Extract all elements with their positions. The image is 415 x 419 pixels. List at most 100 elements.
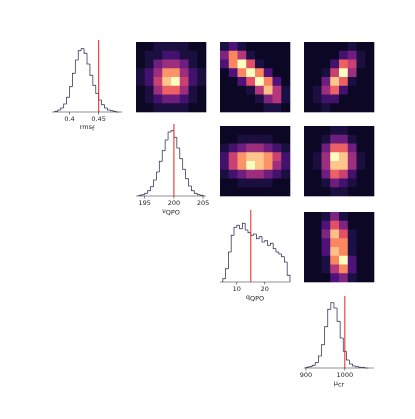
histogram-step xyxy=(144,192,148,195)
heatmap-cell xyxy=(197,50,207,60)
histogram-step xyxy=(311,364,316,367)
heatmap-cell xyxy=(347,178,357,188)
heatmap-cell xyxy=(197,94,207,104)
heatmap-cell xyxy=(330,178,340,188)
heatmap-cell xyxy=(228,77,238,87)
heatmap-cell xyxy=(255,143,265,153)
heatmap-cell xyxy=(330,220,340,230)
heatmap-cell xyxy=(339,169,349,179)
heatmap-cell xyxy=(312,152,322,162)
heatmap-cell xyxy=(312,103,322,113)
heatmap-cell xyxy=(347,42,357,52)
heatmap-cell xyxy=(356,85,366,95)
heatmap-panel xyxy=(304,212,375,283)
histogram-step xyxy=(179,148,183,160)
histogram-step xyxy=(222,278,226,282)
heatmap-cell xyxy=(246,169,256,179)
heatmap-cell xyxy=(197,42,207,52)
heatmap-cell xyxy=(220,161,230,171)
heatmap-cell xyxy=(304,103,314,113)
heatmap-cell xyxy=(321,94,331,104)
heatmap-cell xyxy=(365,42,375,52)
heatmap-cell xyxy=(356,42,366,52)
heatmap-cell xyxy=(246,187,256,197)
heatmap-cell xyxy=(304,68,314,78)
x-tick-label: 205 xyxy=(197,199,209,207)
heatmap-cell xyxy=(312,220,322,230)
heatmap-cell xyxy=(365,187,375,197)
heatmap-cell xyxy=(179,68,189,78)
heatmap-cell xyxy=(365,85,375,95)
heatmap-cell xyxy=(321,273,331,283)
heatmap-cell xyxy=(228,59,238,69)
heatmap-cell xyxy=(356,178,366,188)
heatmap-cell xyxy=(228,42,238,52)
histogram-step xyxy=(86,53,90,65)
heatmap-cell xyxy=(188,94,198,104)
heatmap-cell xyxy=(237,126,247,136)
heatmap-cell xyxy=(162,103,172,113)
x-axis-label-sub: QPO xyxy=(166,209,180,217)
heatmap-cell xyxy=(330,238,340,248)
heatmap-cell xyxy=(339,178,349,188)
heatmap-cell xyxy=(347,264,357,274)
heatmap-cell xyxy=(312,94,322,104)
heatmap-cell xyxy=(179,50,189,60)
heatmap-cell xyxy=(281,68,291,78)
histogram-step xyxy=(107,108,111,111)
heatmap-cell xyxy=(136,68,146,78)
heatmap-cell xyxy=(220,50,230,60)
heatmap-cell xyxy=(330,94,340,104)
heatmap-cell xyxy=(321,229,331,239)
heatmap-cell xyxy=(312,59,322,69)
heatmap-cell xyxy=(220,152,230,162)
heatmap-cell xyxy=(312,178,322,188)
heatmap-cell xyxy=(136,42,146,52)
histogram-step xyxy=(92,75,96,86)
heatmap-cell xyxy=(312,42,322,52)
heatmap-cell xyxy=(304,178,314,188)
heatmap-cell xyxy=(339,264,349,274)
heatmap-cell xyxy=(272,161,282,171)
heatmap-cell xyxy=(144,77,154,87)
heatmap-cell xyxy=(153,42,163,52)
heatmap-cell xyxy=(272,152,282,162)
x-axis-label-text: μ xyxy=(334,379,338,387)
heatmap-cell xyxy=(365,161,375,171)
heatmap-cell xyxy=(321,143,331,153)
heatmap-cell xyxy=(246,50,256,60)
heatmap-cell xyxy=(347,126,357,136)
heatmap-cell xyxy=(255,169,265,179)
heatmap-cell xyxy=(237,94,247,104)
heatmap-cell xyxy=(179,77,189,87)
x-tick-label: 10 xyxy=(233,285,241,293)
heatmap-cell xyxy=(356,169,366,179)
heatmap-cell xyxy=(330,85,340,95)
heatmap-cell xyxy=(263,169,273,179)
heatmap-cell xyxy=(347,187,357,197)
heatmap-cell xyxy=(339,143,349,153)
heatmap-cell xyxy=(304,229,314,239)
heatmap-cell xyxy=(237,187,247,197)
heatmap-cell xyxy=(365,220,375,230)
heatmap-cell xyxy=(281,59,291,69)
histogram-step xyxy=(170,130,174,132)
heatmap-cell xyxy=(255,161,265,171)
histogram-step xyxy=(63,103,67,108)
heatmap-cell xyxy=(312,134,322,144)
heatmap-cell xyxy=(272,42,282,52)
heatmap-cell xyxy=(220,143,230,153)
heatmap-cell xyxy=(365,238,375,248)
heatmap-cell xyxy=(246,94,256,104)
heatmap-cell xyxy=(339,187,349,197)
x-axis-label-text: rms xyxy=(80,123,93,131)
heatmap-cell xyxy=(347,273,357,283)
heatmap-cell xyxy=(144,94,154,104)
heatmap-cell xyxy=(321,187,331,197)
heatmap-cell xyxy=(281,50,291,60)
heatmap-cell xyxy=(136,50,146,60)
histogram-step xyxy=(324,326,328,345)
heatmap-cell xyxy=(356,273,366,283)
heatmap-cell xyxy=(281,152,291,162)
